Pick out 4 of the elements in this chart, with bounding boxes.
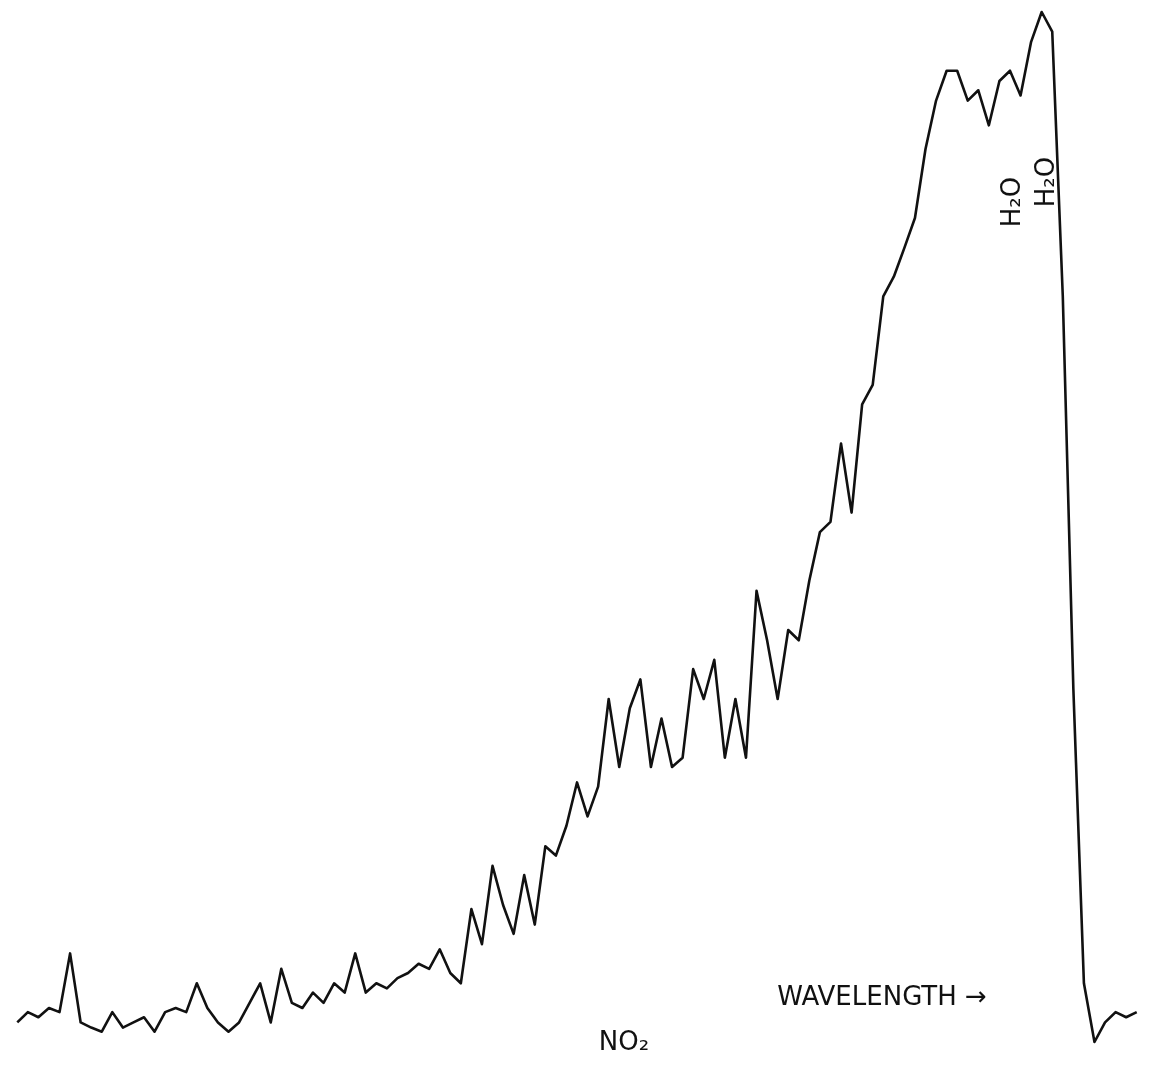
annotation: NO₂ xyxy=(598,1026,650,1056)
annotation: H₂O xyxy=(1030,156,1060,208)
annotation: H₂O xyxy=(996,176,1026,228)
annotation: WAVELENGTH → xyxy=(777,981,987,1011)
